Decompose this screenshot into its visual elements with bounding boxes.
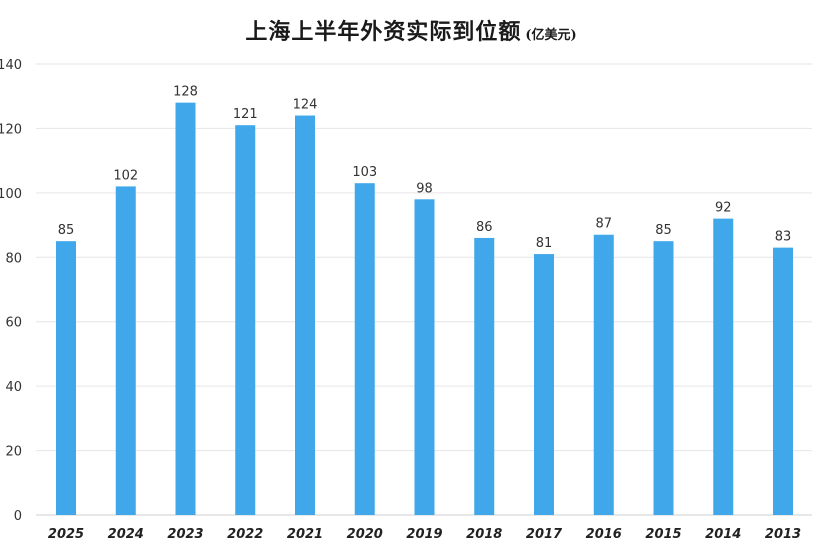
data-label: 81 xyxy=(536,236,553,251)
x-tick-label: 2025 xyxy=(48,527,84,542)
x-tick-label: 2023 xyxy=(167,527,203,542)
x-tick-label: 2022 xyxy=(227,527,263,542)
bar xyxy=(115,186,136,515)
x-tick-label: 2017 xyxy=(526,527,563,542)
y-tick-label: 140 xyxy=(0,58,22,73)
data-label: 121 xyxy=(233,107,258,122)
bar xyxy=(534,254,554,516)
bar xyxy=(474,237,495,515)
y-tick-label: 0 xyxy=(14,509,22,524)
x-tick-label: 2021 xyxy=(287,527,323,542)
y-axis-ticks: 0 20 40 60 80 100 120 140 xyxy=(0,58,22,524)
bar xyxy=(354,183,375,515)
data-label: 128 xyxy=(173,85,198,100)
data-label: 92 xyxy=(715,201,732,216)
y-tick-label: 60 xyxy=(5,316,22,331)
data-label: 83 xyxy=(775,230,792,245)
bar xyxy=(56,241,76,515)
data-label: 86 xyxy=(476,220,493,235)
x-tick-label: 2015 xyxy=(645,527,681,542)
bar xyxy=(773,247,793,515)
data-label: 103 xyxy=(352,165,377,180)
data-label: 98 xyxy=(416,181,433,196)
bar xyxy=(295,115,315,516)
y-tick-label: 100 xyxy=(0,187,22,202)
x-axis-ticks: 2025 2024 2023 2022 2021 2020 2019 2018 2017 2016… xyxy=(48,527,801,542)
chart-title-text: 上海上半年外资实际到位额 xyxy=(245,19,522,45)
x-tick-label: 2014 xyxy=(705,527,741,542)
y-tick-label: 80 xyxy=(5,251,22,266)
data-label: 85 xyxy=(655,223,672,238)
bar xyxy=(175,102,196,516)
data-label: 102 xyxy=(113,168,138,183)
bar xyxy=(713,218,734,515)
data-label: 124 xyxy=(293,98,318,113)
x-tick-label: 2024 xyxy=(108,527,144,542)
data-labels: 85 102 128 121 124 103 98 86 81 87 85 92 83 xyxy=(58,85,792,251)
data-label: 87 xyxy=(595,217,612,232)
bar xyxy=(593,234,614,515)
bars xyxy=(56,102,793,516)
bar xyxy=(653,241,674,515)
bar xyxy=(235,125,256,515)
y-tick-label: 20 xyxy=(5,445,22,460)
x-tick-label: 2016 xyxy=(586,527,622,542)
x-tick-label: 2018 xyxy=(466,527,502,542)
chart-title: 上海上半年外资实际到位额 (亿美元) xyxy=(0,14,822,46)
x-tick-label: 2020 xyxy=(347,527,383,542)
x-tick-label: 2019 xyxy=(406,527,442,542)
bar xyxy=(414,199,435,516)
y-tick-label: 40 xyxy=(5,380,22,395)
chart-unit-label: (亿美元) xyxy=(525,28,577,43)
x-tick-label: 2013 xyxy=(765,527,801,542)
y-tick-label: 120 xyxy=(0,122,22,137)
data-label: 85 xyxy=(58,223,75,238)
